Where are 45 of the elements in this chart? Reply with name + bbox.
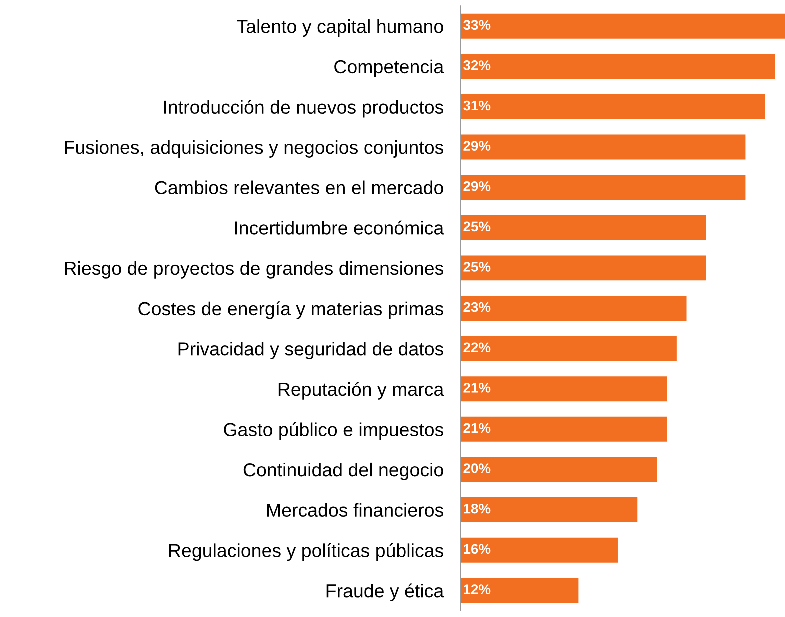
bar xyxy=(460,175,746,200)
y-tick-label: Fusiones, adquisiciones y negocios conjuntos xyxy=(65,140,444,158)
bar xyxy=(460,578,579,604)
bar xyxy=(460,215,706,240)
data-label: 16% xyxy=(464,544,491,554)
y-tick-label: Regulaciones y políticas públicas xyxy=(169,543,444,562)
bar xyxy=(460,14,785,39)
data-label: 32% xyxy=(464,60,491,70)
y-tick-label: Incertidumbre económica xyxy=(235,220,444,235)
bar xyxy=(460,538,618,563)
bar xyxy=(460,256,706,281)
bar xyxy=(460,416,668,442)
y-tick-label: Gasto público e impuestos xyxy=(224,422,444,440)
data-label: 12% xyxy=(464,584,491,594)
bar xyxy=(460,457,658,482)
y-tick-label: Reputación y marca xyxy=(278,382,444,400)
bar xyxy=(460,376,668,402)
y-tick-label: Cambios relevantes en el mercado xyxy=(155,180,444,195)
data-label: 20% xyxy=(464,464,491,474)
data-label: 23% xyxy=(464,302,491,312)
bar xyxy=(460,296,687,321)
y-tick-label: Continuidad del negocio xyxy=(244,462,444,480)
data-label: 29% xyxy=(464,141,491,151)
y-tick-label: Fraude y ética xyxy=(326,584,444,602)
data-label: 21% xyxy=(464,383,491,393)
data-label: 31% xyxy=(464,100,491,111)
bar xyxy=(460,498,638,523)
y-tick-label: Mercados financieros xyxy=(267,503,444,518)
y-tick-label: Costes de energía y materias primas xyxy=(138,302,444,320)
data-label: 18% xyxy=(464,504,491,514)
bar xyxy=(460,54,776,80)
y-tick-label: Introducción de nuevos productos xyxy=(164,100,444,118)
data-label: 21% xyxy=(464,423,491,434)
data-label: 25% xyxy=(464,262,491,272)
data-label: 29% xyxy=(464,181,491,192)
bar xyxy=(460,336,677,362)
data-label: 25% xyxy=(464,222,491,232)
bar xyxy=(460,134,746,160)
y-tick-label: Competencia xyxy=(334,60,444,78)
data-label: 33% xyxy=(464,20,491,30)
y-tick-label: Riesgo de proyectos de grandes dimensiones xyxy=(65,261,444,279)
data-label: 22% xyxy=(464,342,491,353)
y-tick-label: Talento y capital humano xyxy=(237,20,444,38)
y-tick-label: Privacidad y seguridad de datos xyxy=(178,342,444,360)
bar xyxy=(460,94,766,120)
